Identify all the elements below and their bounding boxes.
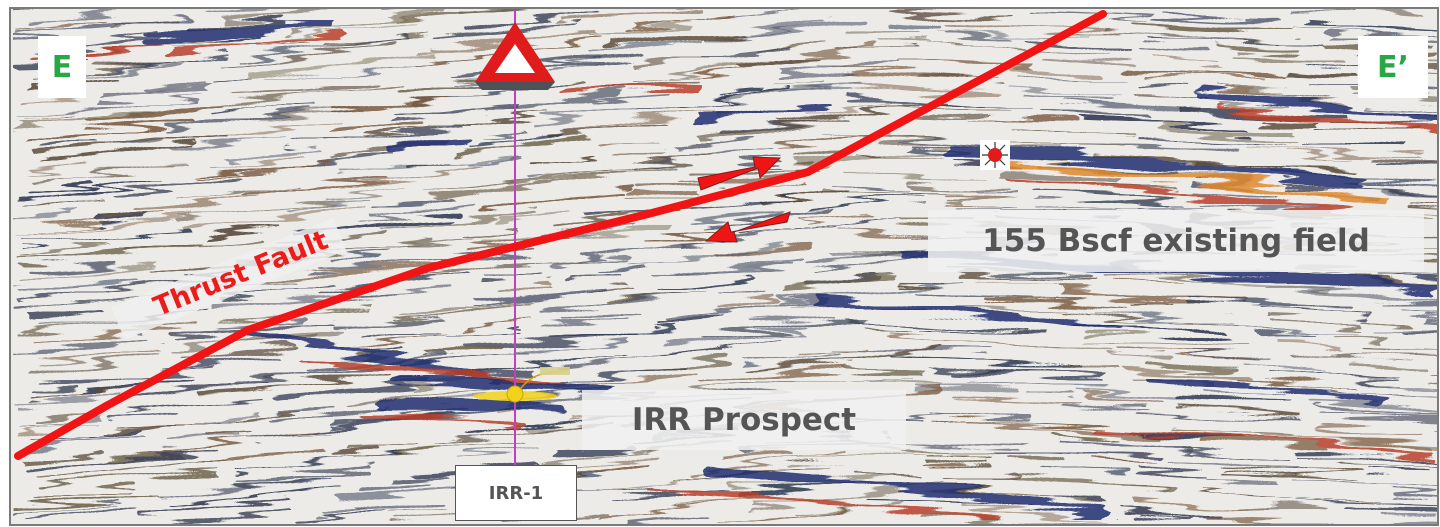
section-end-label: E’ (1358, 36, 1428, 98)
red-sun-icon (980, 140, 1010, 170)
section-start-label: E (38, 36, 86, 98)
section-frame (9, 7, 1439, 526)
upper-slip-arrow-icon (697, 156, 782, 191)
thrust-fault-line (14, 10, 1107, 460)
existing-field-label: 155 Bscf existing field (928, 210, 1424, 272)
well-name-label: IRR-1 (455, 465, 577, 521)
lower-slip-arrow-icon (704, 211, 791, 243)
prospect-label: IRR Prospect (582, 390, 906, 450)
red-triangle-icon (475, 22, 555, 90)
prospect-marker-icon (473, 367, 570, 403)
